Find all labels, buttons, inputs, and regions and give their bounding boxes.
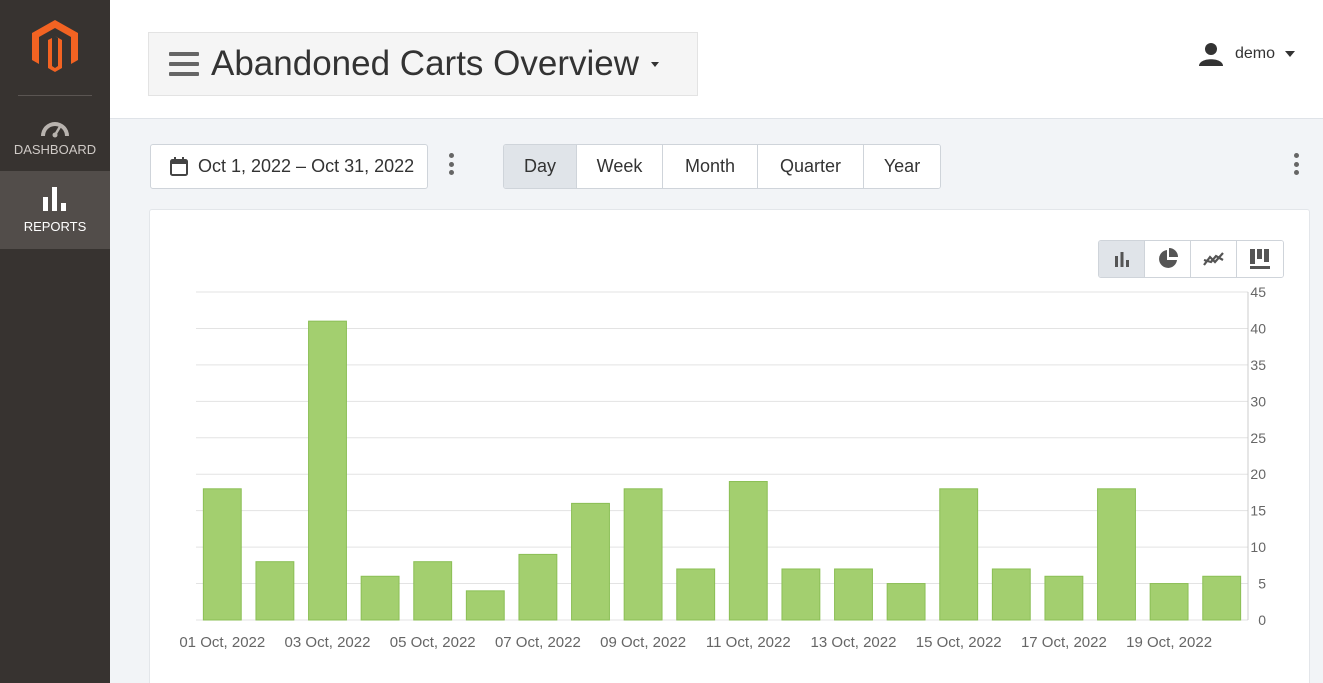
pie-chart-icon xyxy=(1158,248,1178,268)
bar[interactable] xyxy=(886,583,926,621)
bar-chart-button[interactable] xyxy=(1099,241,1145,277)
table-chart-button[interactable] xyxy=(1237,241,1283,277)
x-tick-label: 01 Oct, 2022 xyxy=(179,634,265,651)
y-tick-label: 40 xyxy=(1250,320,1266,336)
more-options-icon[interactable] xyxy=(1293,153,1299,175)
period-month-button[interactable]: Month xyxy=(663,145,758,188)
x-tick-label: 19 Oct, 2022 xyxy=(1126,634,1212,651)
report-selector[interactable]: Abandoned Carts Overview xyxy=(148,32,698,96)
x-tick-label: 05 Oct, 2022 xyxy=(390,634,476,651)
chart-type-selector xyxy=(1098,240,1284,278)
bar[interactable] xyxy=(781,568,821,621)
y-tick-label: 10 xyxy=(1250,539,1266,555)
x-tick-label: 17 Oct, 2022 xyxy=(1021,634,1107,651)
table-chart-icon xyxy=(1250,249,1270,269)
y-tick-label: 30 xyxy=(1250,393,1266,409)
sidebar-item-label: DASHBOARD xyxy=(13,142,97,157)
sidebar: DASHBOARD REPORTS xyxy=(0,0,110,683)
menu-icon xyxy=(169,52,199,76)
bar[interactable] xyxy=(202,488,242,621)
chevron-down-icon xyxy=(651,61,659,67)
period-selector: Day Week Month Quarter Year xyxy=(503,144,941,189)
x-tick-label: 03 Oct, 2022 xyxy=(285,634,371,651)
abandoned-carts-bar-chart: 0 5 10 15 20 25 30 35 40 45 01 Oct, 2022 03 Oct, 20… xyxy=(179,284,1266,651)
bar[interactable] xyxy=(1097,488,1136,621)
y-tick-label: 0 xyxy=(1258,612,1266,628)
bar[interactable] xyxy=(360,575,400,621)
bar[interactable] xyxy=(518,553,558,621)
bar-chart-icon xyxy=(1114,252,1129,267)
user-icon xyxy=(1198,43,1223,66)
bar[interactable] xyxy=(413,561,453,621)
bar[interactable] xyxy=(308,320,347,621)
bar[interactable] xyxy=(465,590,505,621)
bar[interactable] xyxy=(676,568,716,621)
bar-chart-icon xyxy=(43,187,66,211)
sidebar-item-label: REPORTS xyxy=(23,219,87,234)
y-tick-label: 45 xyxy=(1250,284,1266,300)
line-chart-icon xyxy=(1202,252,1224,266)
period-year-button[interactable]: Year xyxy=(864,145,940,188)
period-week-button[interactable]: Week xyxy=(577,145,663,188)
period-quarter-button[interactable]: Quarter xyxy=(758,145,864,188)
x-tick-label: 13 Oct, 2022 xyxy=(811,634,897,651)
page-header: Abandoned Carts Overview demo xyxy=(110,0,1323,119)
period-day-button[interactable]: Day xyxy=(504,145,577,188)
bar[interactable] xyxy=(571,502,610,621)
date-range-picker[interactable]: Oct 1, 2022 – Oct 31, 2022 xyxy=(150,144,428,189)
bar[interactable] xyxy=(1044,575,1084,621)
date-options-icon[interactable] xyxy=(448,153,454,175)
bar[interactable] xyxy=(939,488,979,621)
bar[interactable] xyxy=(728,481,768,621)
calendar-icon xyxy=(170,157,188,176)
x-tick-label: 11 Oct, 2022 xyxy=(706,634,791,651)
x-tick-label: 09 Oct, 2022 xyxy=(600,634,686,651)
x-tick-label: 15 Oct, 2022 xyxy=(916,634,1002,651)
y-tick-label: 25 xyxy=(1250,430,1266,446)
magento-logo-icon[interactable] xyxy=(32,20,78,74)
sidebar-item-dashboard[interactable]: DASHBOARD xyxy=(0,106,110,170)
user-menu[interactable]: demo xyxy=(1198,42,1295,66)
sidebar-item-reports[interactable]: REPORTS xyxy=(0,171,110,249)
page-title: Abandoned Carts Overview xyxy=(211,44,639,83)
y-tick-label: 35 xyxy=(1250,357,1266,373)
username: demo xyxy=(1234,45,1275,62)
speedometer-icon xyxy=(41,122,69,138)
x-tick-label: 07 Oct, 2022 xyxy=(495,634,581,651)
bar[interactable] xyxy=(834,568,873,621)
y-tick-label: 5 xyxy=(1258,576,1266,592)
y-tick-label: 20 xyxy=(1250,466,1266,482)
sidebar-divider xyxy=(18,95,92,96)
bar[interactable] xyxy=(1149,583,1189,621)
pie-chart-button[interactable] xyxy=(1145,241,1191,277)
line-chart-button[interactable] xyxy=(1191,241,1237,277)
bar[interactable] xyxy=(1202,575,1242,621)
chevron-down-icon xyxy=(1285,51,1295,57)
bar[interactable] xyxy=(623,488,663,621)
date-range-text: Oct 1, 2022 – Oct 31, 2022 xyxy=(198,156,415,176)
bar[interactable] xyxy=(991,568,1031,621)
bar[interactable] xyxy=(255,561,295,621)
y-tick-label: 15 xyxy=(1250,503,1266,519)
